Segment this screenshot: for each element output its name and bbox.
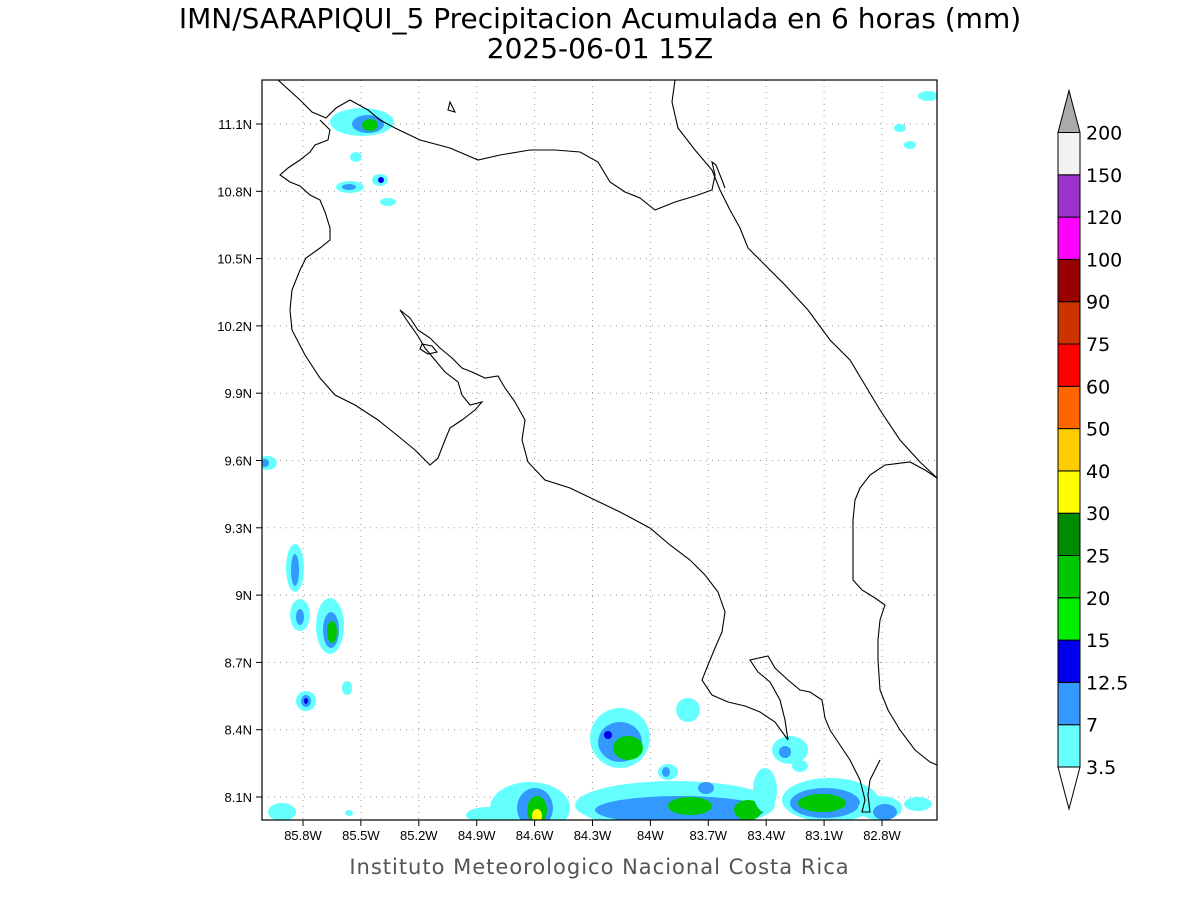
cell-southern-band [268, 698, 932, 820]
lon-tick-label: 85.2W [400, 828, 438, 843]
lat-tick-label: 9.6N [225, 454, 252, 469]
lon-tick-label: 84.9W [458, 828, 496, 843]
colorbar-label: 200 [1086, 123, 1122, 145]
lat-tick-label: 9.9N [225, 386, 252, 401]
osa-peninsula [749, 655, 866, 801]
colorbar-label: 12.5 [1086, 672, 1128, 694]
northern-border [277, 80, 726, 211]
colorbar-label: 20 [1086, 588, 1110, 610]
colorbar-swatch [1057, 597, 1081, 641]
colorbar-swatch [1057, 470, 1081, 514]
colorbar-label: 7 [1086, 715, 1098, 737]
colorbar-label: 30 [1086, 503, 1110, 525]
colorbar-swatch [1057, 555, 1081, 599]
lat-tick-label: 10.8N [217, 184, 252, 199]
colorbar-label: 100 [1086, 249, 1122, 271]
longitude-axis: 85.8W 85.5W 85.2W 84.9W 84.6W 84.3W 84W 83.7W 83… [284, 820, 902, 843]
colorbar-swatch [1057, 174, 1081, 218]
map-valid-time: 2025-06-01 15Z [486, 32, 714, 65]
cell-east-small [894, 124, 906, 132]
cell-northeast [918, 91, 937, 101]
colorbar-label: 3.5 [1086, 757, 1116, 779]
colorbar-swatch [1057, 258, 1081, 303]
pacific-coast-northwest [279, 119, 484, 466]
latitude-axis: 11.1N 10.8N 10.5N 10.2N 9.9N 9.6N 9.3N 9N 8.7N 8.… [217, 117, 262, 805]
colorbar-label: 75 [1086, 334, 1110, 356]
colorbar-label: 40 [1086, 461, 1110, 483]
colorbar: 3.5 7 12.5 15 20 25 30 40 50 60 75 90 100 120 150 200 [1057, 88, 1128, 811]
lon-tick-label: 82.8W [863, 828, 901, 843]
island-chira [419, 343, 439, 355]
coastlines [277, 80, 937, 813]
lon-tick-label: 84W [637, 828, 664, 843]
colorbar-swatch [1057, 428, 1081, 472]
lat-tick-label: 8.1N [225, 790, 252, 805]
lon-tick-label: 83.1W [805, 828, 843, 843]
lon-tick-label: 83.4W [747, 828, 785, 843]
plot-area [262, 80, 937, 820]
colorbar-label: 150 [1086, 165, 1122, 187]
lat-tick-label: 9.3N [225, 521, 252, 536]
plot-frame [261, 79, 938, 821]
lon-tick-label: 85.8W [284, 828, 322, 843]
colorbar-label: 60 [1086, 376, 1110, 398]
lat-tick-label: 10.5N [217, 252, 252, 267]
colorbar-swatch [1057, 301, 1081, 345]
panama-border [852, 461, 937, 766]
lat-tick-label: 8.7N [225, 655, 252, 670]
colorbar-swatch [1057, 385, 1081, 430]
caribbean-coast [671, 80, 937, 479]
island-north [447, 100, 457, 113]
cell-east-small-2 [904, 141, 916, 149]
lat-tick-label: 9N [235, 588, 252, 603]
colorbar-swatch [1057, 512, 1081, 557]
pacific-coast-central [399, 309, 789, 741]
colorbar-swatch [1057, 132, 1081, 176]
lon-tick-label: 85.5W [342, 828, 380, 843]
lat-tick-label: 11.1N [218, 117, 252, 132]
colorbar-label: 25 [1086, 546, 1110, 568]
colorbar-swatch [1057, 639, 1081, 683]
lat-tick-label: 8.4N [225, 723, 252, 738]
colorbar-label: 15 [1086, 630, 1110, 652]
burica-peninsula [861, 759, 881, 813]
lon-tick-label: 84.6W [516, 828, 554, 843]
colorbar-swatch [1057, 343, 1081, 387]
colorbar-label: 90 [1086, 292, 1110, 314]
colorbar-upper-triangle [1057, 88, 1081, 133]
colorbar-label: 50 [1086, 419, 1110, 441]
credit-line: Instituto Meteorologico Nacional Costa R… [349, 855, 850, 879]
colorbar-label: 120 [1086, 207, 1122, 229]
lat-tick-label: 10.2N [217, 319, 252, 334]
precipitation-cells [262, 91, 937, 820]
map-title: IMN/SARAPIQUI_5 Precipitacion Acumulada … [178, 2, 1022, 35]
cell-northwest [330, 108, 396, 206]
colorbar-lower-triangle [1057, 766, 1081, 811]
colorbar-swatch [1057, 681, 1081, 726]
colorbar-swatch [1057, 724, 1081, 768]
lon-tick-label: 83.7W [690, 828, 728, 843]
lon-tick-label: 84.3W [574, 828, 612, 843]
cell-offshore-southwest [286, 544, 352, 711]
colorbar-swatch [1057, 216, 1081, 260]
